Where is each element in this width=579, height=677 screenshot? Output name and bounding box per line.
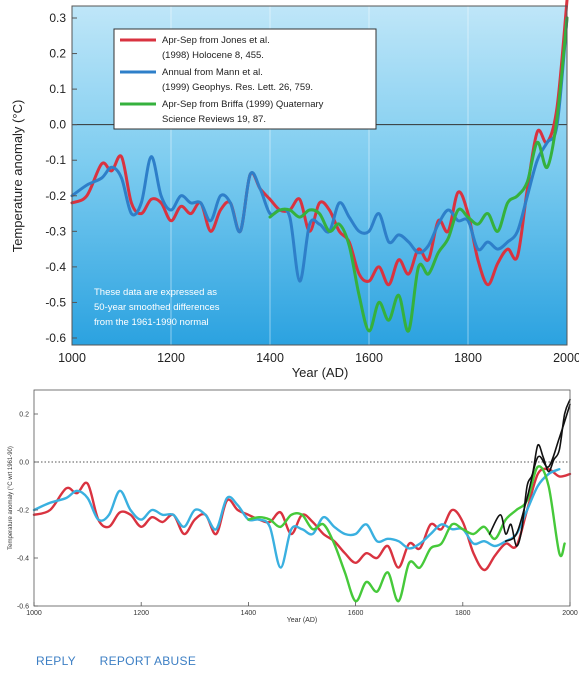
x-tick-label: 1600 <box>355 351 383 365</box>
y-tick-label: -0.1 <box>45 153 66 167</box>
chart-top: 0.3 0.2 0.1 0.0 -0.1 -0.2 -0.3 -0.4 -0.5 -0.6 100… <box>10 0 579 380</box>
x-tick-label: 2000 <box>553 351 579 365</box>
series-line-0 <box>32 467 572 572</box>
x-tick-label: 1400 <box>256 351 284 365</box>
legend-entry-briffa: Apr-Sep from Briffa (1999) Quaternary Sci… <box>162 99 324 125</box>
reply-link[interactable]: REPLY <box>36 654 76 668</box>
y-tick-label: 0.2 <box>49 47 66 61</box>
x-tick-label: 2000 <box>562 610 578 617</box>
y-tick-label: 0.1 <box>49 82 66 96</box>
series-line-1 <box>32 468 561 569</box>
chart-bottom: 0.2 0.0 -0.2 -0.4 -0.6 1000 1200 1400 1600 1800 2… <box>0 383 579 637</box>
y-tick-label: 0.3 <box>49 11 66 25</box>
x-axis-label-top: Year (AD) <box>292 365 349 380</box>
legend-top: Apr-Sep from Jones et al. (1998) Holocene… <box>113 28 377 130</box>
y-tick-label: -0.2 <box>17 508 29 515</box>
y-tick-label: -0.2 <box>45 189 66 203</box>
y-tick-label: -0.3 <box>45 224 66 238</box>
y-tick-label: -0.6 <box>45 331 66 345</box>
legend-entry-jones: Apr-Sep from Jones et al. (1998) Holocene… <box>162 35 270 61</box>
series-line-4 <box>504 403 571 542</box>
y-axis-label-top: Temperature anomaly (°C) <box>10 100 25 253</box>
y-tick-label: 0.0 <box>49 118 66 132</box>
series-line-2 <box>268 16 569 333</box>
y-tick-label: 0.2 <box>19 412 29 419</box>
plot-frame-top <box>71 5 568 346</box>
y-axis-label-bottom: Temperature anomaly (°C wrt 1961-90) <box>8 446 14 550</box>
series-line-2 <box>247 465 566 603</box>
comment-actions: REPLY REPORT ABUSE <box>36 654 216 668</box>
y-tick-label: -0.6 <box>17 604 29 611</box>
series-line-0 <box>70 0 569 287</box>
y-tick-label: 0.0 <box>19 460 29 467</box>
report-abuse-link[interactable]: REPORT ABUSE <box>99 654 197 668</box>
x-tick-label: 1400 <box>241 610 257 617</box>
plot-frame-bottom <box>33 389 571 607</box>
x-tick-label: 1600 <box>348 610 364 617</box>
x-tick-label: 1800 <box>454 351 482 365</box>
y-tick-label: -0.5 <box>45 295 66 309</box>
data-note: These data are expressed as 50-year smoo… <box>94 287 222 328</box>
x-tick-label: 1800 <box>455 610 471 617</box>
series-line-1 <box>70 16 569 283</box>
x-tick-label: 1200 <box>133 610 149 617</box>
x-axis-label-bottom: Year (AD) <box>287 617 317 624</box>
y-tick-label: -0.4 <box>17 556 29 563</box>
x-tick-label: 1000 <box>26 610 42 617</box>
x-tick-label: 1000 <box>58 351 86 365</box>
x-tick-label: 1200 <box>157 351 185 365</box>
y-tick-label: -0.4 <box>45 260 66 274</box>
legend-entry-mann: Annual from Mann et al. (1999) Geophys. R… <box>162 67 313 93</box>
